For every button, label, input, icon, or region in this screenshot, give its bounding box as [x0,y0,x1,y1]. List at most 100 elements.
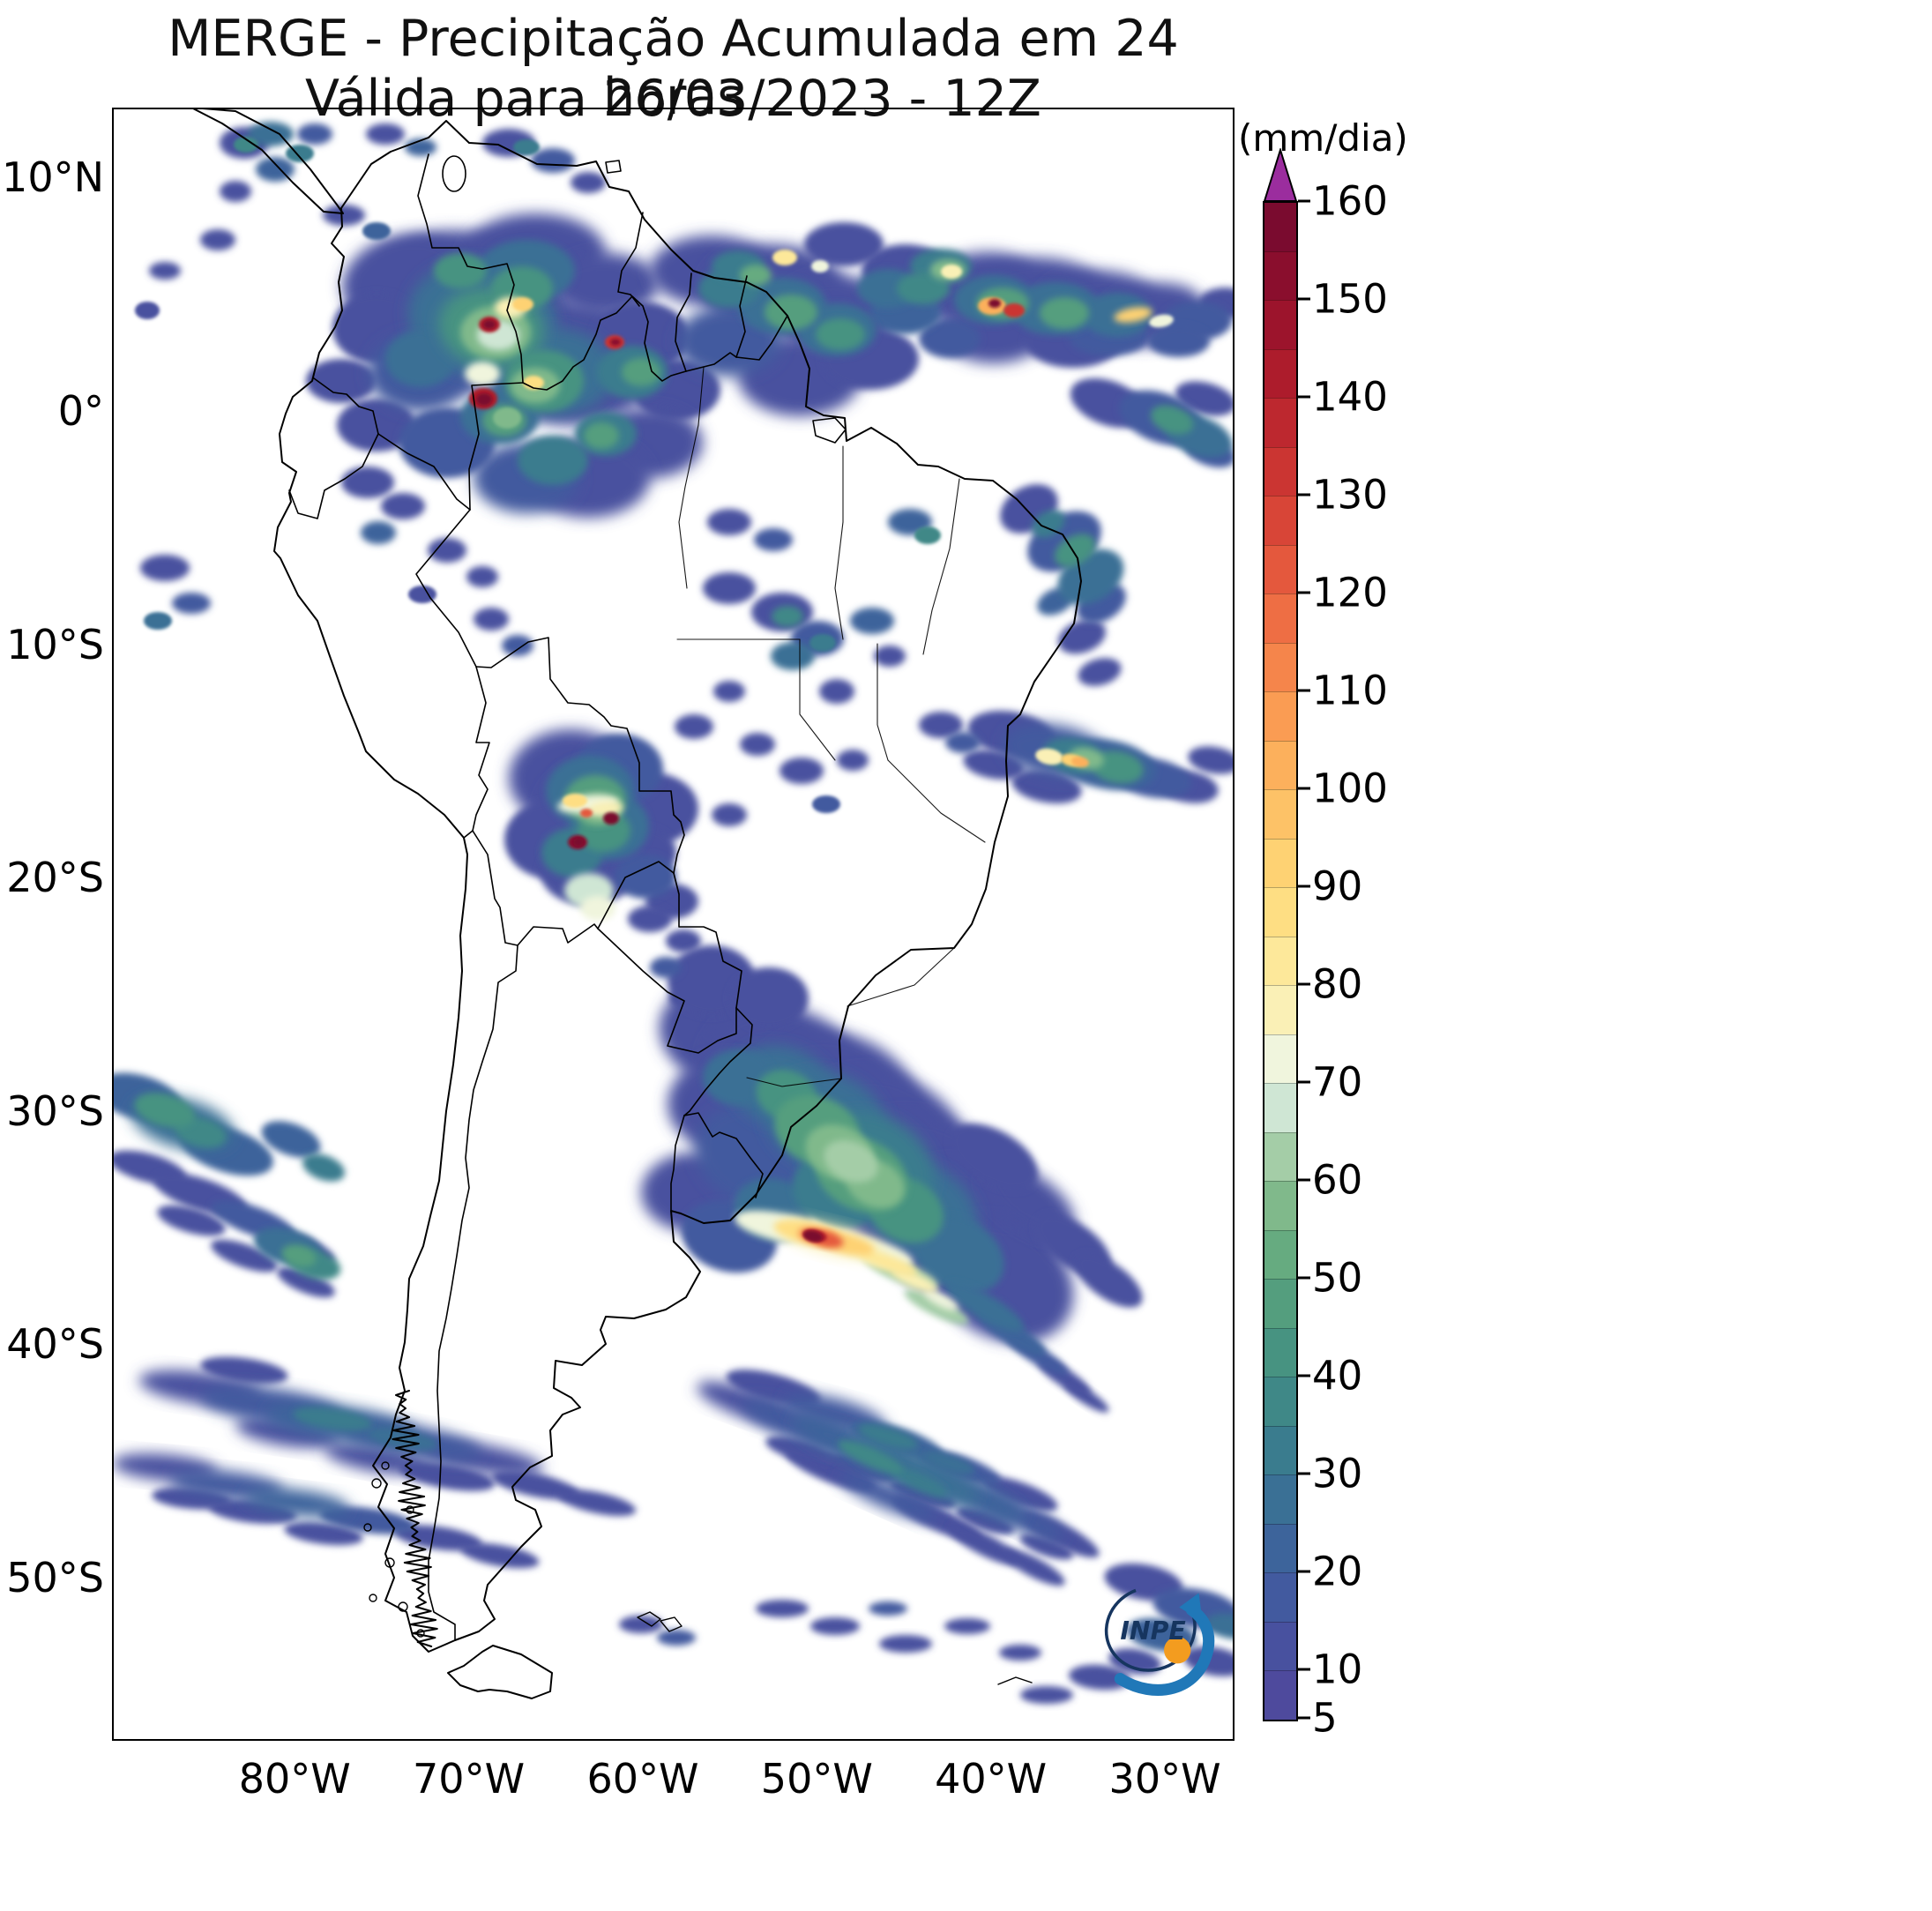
precip-cell [924,1452,975,1474]
precip-cell [584,422,619,449]
precip-cell [261,1121,321,1158]
precip-cell [385,331,456,387]
precipitation-layer [112,122,1235,1704]
precip-cell [580,896,615,921]
precip-cell [740,265,772,286]
precip-cell [302,1153,345,1182]
colorbar-segment [1264,398,1296,447]
precip-cell [200,1356,288,1385]
logo-text: INPE [1120,1616,1185,1646]
panama-isthmus [190,108,344,214]
colorbar-segment [1264,348,1296,399]
precip-cell [946,1282,1024,1332]
precip-cell [366,123,405,145]
precip-cell [512,297,533,311]
colorbar-segment [1264,1425,1296,1475]
map-plot [112,108,1235,1741]
colorbar-segment [1264,936,1296,986]
precip-cell [988,299,1001,308]
precip-cell [919,712,963,738]
colorbar-tick-label: 100 [1312,765,1388,812]
colorbar-tick-mark [1298,1570,1310,1573]
precip-cell [837,750,869,771]
precip-cell [839,1472,937,1521]
precip-cell [476,393,492,406]
precip-cell [703,572,756,604]
precip-cell [1074,1253,1143,1308]
precip-cell [628,906,672,932]
precip-cell [465,362,500,386]
y-tick-label: 40°S [6,1320,104,1369]
colorbar-segment [1264,544,1296,594]
precip-cell [812,795,840,813]
precip-cell [483,320,496,329]
precip-cell [955,1506,1015,1534]
x-tick-label: 30°W [1108,1755,1221,1803]
page-subtitle: Válida para 26/03/2023 - 12Z [305,70,1041,128]
colorbar-segment [1264,1181,1296,1230]
x-tick-label: 80°W [238,1755,351,1803]
colorbar-segment [1264,1621,1296,1671]
precip-cell [1188,746,1235,774]
colorbar-segment [1264,1131,1296,1182]
precip-cell [513,139,540,155]
colorbar-segment [1264,691,1296,741]
precip-cell [306,359,377,403]
precip-cell [1205,1613,1235,1639]
precip-cell [780,758,824,784]
map-frame [112,108,1235,1741]
precip-cell [869,1601,907,1616]
marajo-island [812,417,847,444]
colorbar-arrow-triangle [1263,148,1298,202]
precip-cell [580,809,593,817]
precip-cell [557,1489,637,1517]
precip-cell [1019,1534,1074,1560]
precip-cell [140,555,190,581]
precip-cell [874,646,906,667]
precip-cell [809,634,836,652]
precip-cell [460,1542,540,1569]
colorbar-tick-label: 5 [1312,1694,1338,1742]
precip-cell [323,205,365,226]
precip-cell [804,222,884,266]
colorbar-tick-label: 90 [1312,862,1363,910]
precip-cell [1071,756,1089,768]
precip-cell [466,566,498,587]
falkland-islands [637,1611,683,1632]
precip-cell [891,1467,947,1497]
precip-cell [949,1524,1021,1566]
colorbar-tick-label: 70 [1312,1058,1363,1106]
precip-cell [588,801,623,817]
precip-cell [950,1123,1038,1191]
precip-cell [563,794,587,808]
logo-swoosh-arrow [1114,1604,1215,1696]
colorbar-tick-mark [1298,1276,1310,1280]
colorbar-tick-mark [1298,1374,1310,1377]
colorbar-segment [1264,203,1296,251]
colorbar-tick-mark [1298,982,1310,986]
colorbar-tick-mark [1298,787,1310,790]
logo-orange-sphere [1164,1637,1191,1664]
colorbar-tick-label: 110 [1312,667,1388,714]
precip-cell [610,339,621,346]
precip-cell [824,1140,878,1183]
precip-cell [919,319,981,358]
precip-cell [1148,325,1210,357]
precip-cell [553,253,659,315]
precip-cell [1114,307,1152,323]
precip-cell [1054,534,1096,567]
precip-cell [712,803,747,826]
precip-cell [362,222,391,240]
precip-cell [256,157,295,182]
precip-cell [982,1476,1058,1512]
colorbar-tick-label: 80 [1312,960,1363,1008]
colorbar-segment [1264,1523,1296,1573]
page-title: MERGE - Precipitação Acumulada em 24 hor… [168,10,1179,126]
patagonia-islands [363,1461,425,1638]
precip-cell [1002,1548,1065,1586]
precip-cell [1003,303,1025,317]
colorbar-tick-label: 30 [1312,1450,1363,1497]
colorbar-tick-mark [1298,1178,1310,1182]
colorbar-segment [1264,642,1296,692]
